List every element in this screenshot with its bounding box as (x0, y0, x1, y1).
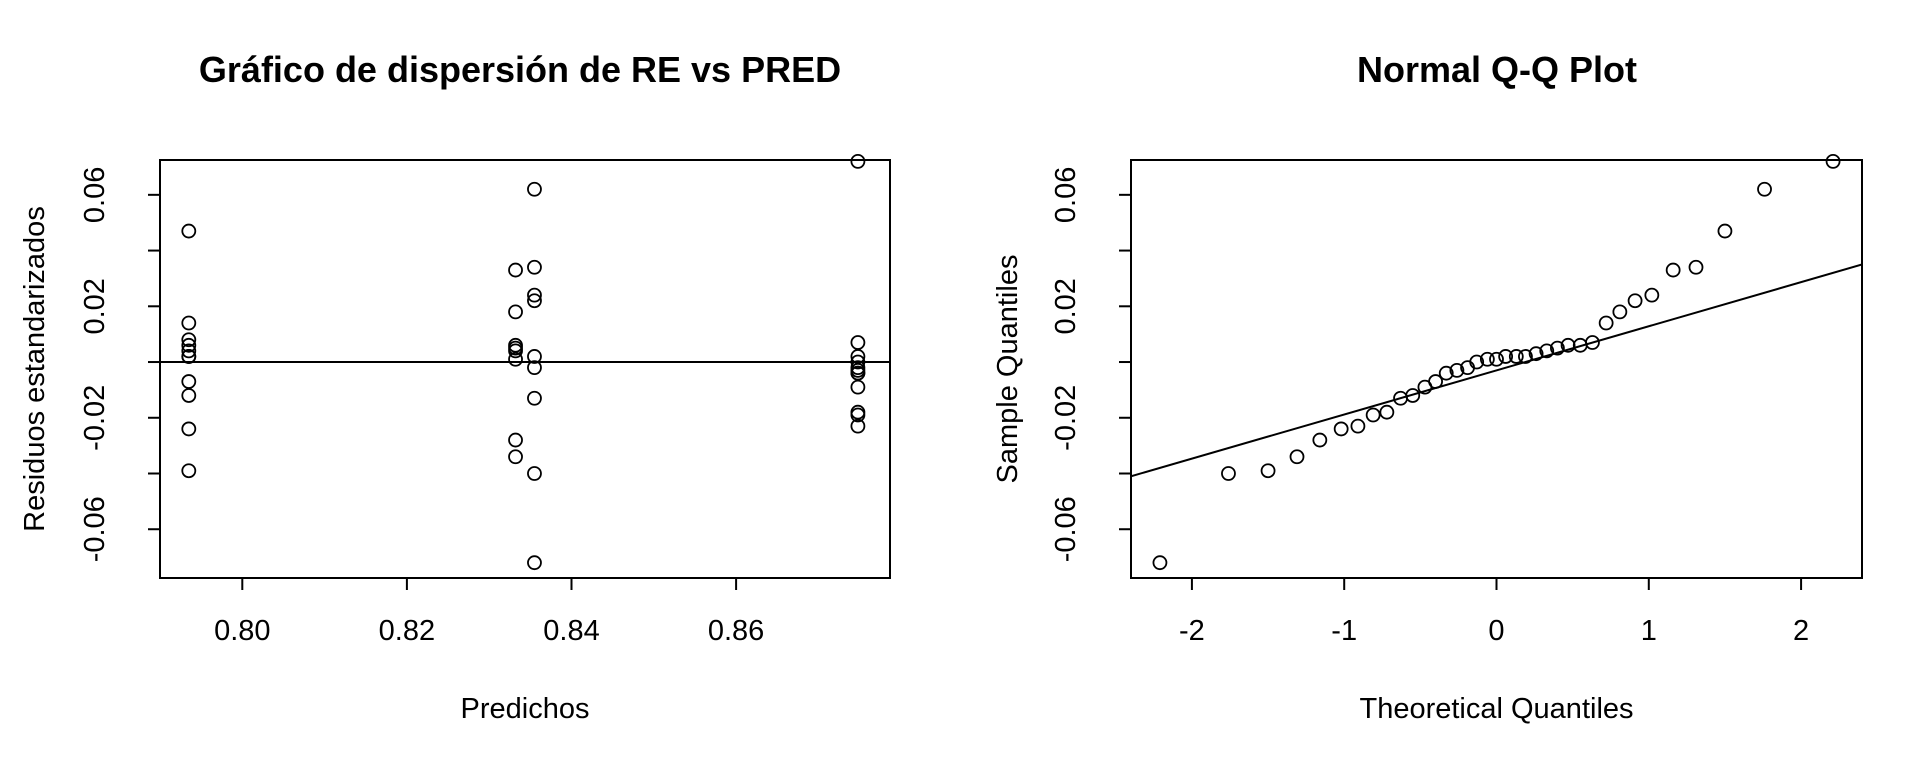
data-point (1379, 404, 1395, 420)
chart-title: Normal Q-Q Plot (1357, 49, 1637, 90)
data-point (527, 259, 542, 275)
y-axis-label: Sample Quantiles (992, 255, 1024, 484)
data-point (1428, 374, 1443, 389)
x-tick-label: 1 (1641, 615, 1657, 647)
data-point (508, 351, 523, 367)
data-point (1825, 153, 1841, 169)
y-tick-label: -0.06 (79, 496, 111, 562)
y-tick-label: -0.02 (79, 385, 111, 451)
plot-frame (159, 159, 891, 579)
y-tick-label: -0.06 (1050, 496, 1082, 562)
data-point (527, 293, 542, 309)
data-point (1469, 354, 1485, 370)
data-point (1365, 407, 1381, 423)
data-point (1688, 259, 1704, 275)
data-point (508, 432, 523, 448)
data-point (1260, 463, 1276, 479)
data-point (508, 304, 523, 320)
x-tick-label: 0 (1488, 615, 1504, 647)
x-tick-label: 0.80 (214, 615, 270, 647)
data-point (850, 379, 866, 395)
data-point (527, 360, 542, 376)
x-axis-label: Predichos (461, 693, 590, 725)
y-tick-label: 0.06 (1050, 167, 1082, 223)
y-axis-label: Residuos estandarizados (19, 206, 51, 532)
data-point (1612, 304, 1628, 320)
y-tick-label: 0.02 (79, 278, 111, 334)
qq-plot-panel: Normal Q-Q Plot -2 -1 0 1 2 -0.06 -0.02 0.02 0.06… (992, 49, 1863, 725)
data-point (181, 374, 197, 389)
x-tick-label: -2 (1179, 615, 1205, 647)
data-point (850, 349, 866, 364)
data-point (527, 287, 542, 303)
data-point (181, 337, 197, 353)
data-point (850, 153, 866, 169)
data-point (181, 421, 197, 437)
data-point (1539, 343, 1555, 359)
data-point (1221, 466, 1236, 481)
data-point (850, 335, 866, 350)
data-point (1757, 181, 1772, 197)
y-tick-label: -0.02 (1050, 385, 1082, 451)
x-tick-label: 0.82 (379, 615, 435, 647)
data-point (1312, 432, 1328, 448)
data-point (850, 365, 866, 381)
data-point (508, 449, 523, 465)
x-axis-label: Theoretical Quantiles (1359, 693, 1633, 725)
data-point (1644, 287, 1660, 303)
data-point (181, 343, 197, 359)
data-point (1665, 262, 1681, 278)
data-point (181, 463, 197, 479)
qq-reference-line (1131, 263, 1862, 478)
data-point (850, 418, 866, 434)
data-point (1717, 223, 1733, 239)
x-tick-label: 0.84 (543, 615, 599, 647)
data-point (508, 262, 523, 278)
data-point (527, 181, 542, 197)
data-point (850, 407, 866, 423)
data-point (527, 466, 542, 481)
data-point (1405, 388, 1421, 403)
data-point (1152, 555, 1168, 571)
data-point (1585, 335, 1600, 350)
y-tick-label: 0.06 (79, 167, 111, 223)
data-point (1528, 346, 1544, 362)
data-point (181, 332, 197, 348)
data-point (850, 354, 866, 370)
scatter-panel-re-vs-pred: Gráfico de dispersión de RE vs PRED 0.80 0… (19, 49, 891, 725)
data-point (1479, 351, 1495, 367)
x-tick-label: -1 (1331, 615, 1357, 647)
plot-frame (1130, 159, 1863, 579)
data-point (1350, 418, 1366, 434)
data-point (181, 349, 197, 364)
data-point (1333, 421, 1349, 437)
data-point (1489, 351, 1504, 367)
data-point (1289, 449, 1305, 465)
x-tick-label: 0.86 (708, 615, 764, 647)
data-point (527, 349, 542, 364)
data-point (181, 223, 197, 239)
y-tick-label: 0.02 (1050, 278, 1082, 334)
data-point (527, 390, 542, 406)
data-point (1518, 349, 1533, 364)
data-point (1508, 349, 1524, 364)
data-point (1498, 349, 1514, 364)
data-point (181, 388, 197, 403)
data-point (1438, 365, 1454, 381)
chart-title: Gráfico de dispersión de RE vs PRED (199, 49, 841, 90)
data-point (181, 315, 197, 331)
data-point (1550, 340, 1565, 356)
data-point (1598, 315, 1614, 331)
x-tick-label: 2 (1793, 615, 1809, 647)
data-point (508, 343, 523, 359)
data-point (1449, 362, 1465, 378)
data-point (1627, 293, 1643, 309)
data-point (527, 555, 542, 571)
